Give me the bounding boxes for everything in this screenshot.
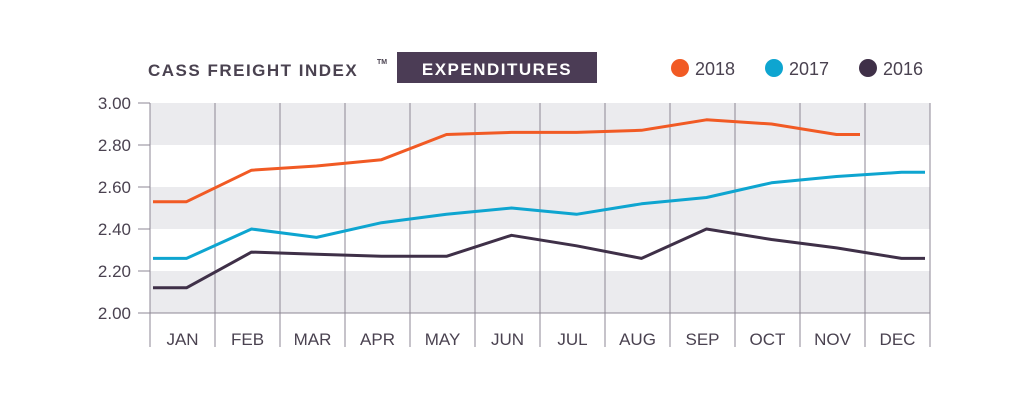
x-tick-label: MAR	[294, 330, 332, 349]
x-tick-label: JUL	[557, 330, 587, 349]
x-tick-label: NOV	[814, 330, 852, 349]
x-tick-label: APR	[360, 330, 395, 349]
x-tick-label: JAN	[166, 330, 198, 349]
chart-subtitle: EXPENDITURES	[422, 60, 572, 79]
y-tick-label: 3.00	[98, 94, 131, 113]
chart-title: CASS FREIGHT INDEX	[148, 61, 358, 80]
x-tick-label: AUG	[619, 330, 656, 349]
x-tick-label: DEC	[880, 330, 916, 349]
x-tick-label: FEB	[231, 330, 264, 349]
y-tick-label: 2.80	[98, 136, 131, 155]
legend-marker-2017	[765, 59, 783, 77]
y-tick-label: 2.00	[98, 304, 131, 323]
subtitle-box	[397, 52, 597, 83]
legend-label-2017: 2017	[789, 59, 829, 79]
x-tick-label: MAY	[425, 330, 461, 349]
legend-label-2016: 2016	[883, 59, 923, 79]
x-tick-label: SEP	[685, 330, 719, 349]
legend: 2018 2017 2016	[671, 59, 923, 79]
legend-label-2018: 2018	[695, 59, 735, 79]
series-line-2016	[153, 227, 925, 290]
y-tick-label: 2.20	[98, 262, 131, 281]
x-tick-label: OCT	[750, 330, 786, 349]
series-line-2017	[153, 170, 925, 260]
y-tick-label: 2.40	[98, 220, 131, 239]
x-tick-label: JUN	[491, 330, 524, 349]
y-tick-label: 2.60	[98, 178, 131, 197]
trademark-mark: TM	[377, 59, 387, 66]
legend-marker-2018	[671, 59, 689, 77]
legend-marker-2016	[859, 59, 877, 77]
